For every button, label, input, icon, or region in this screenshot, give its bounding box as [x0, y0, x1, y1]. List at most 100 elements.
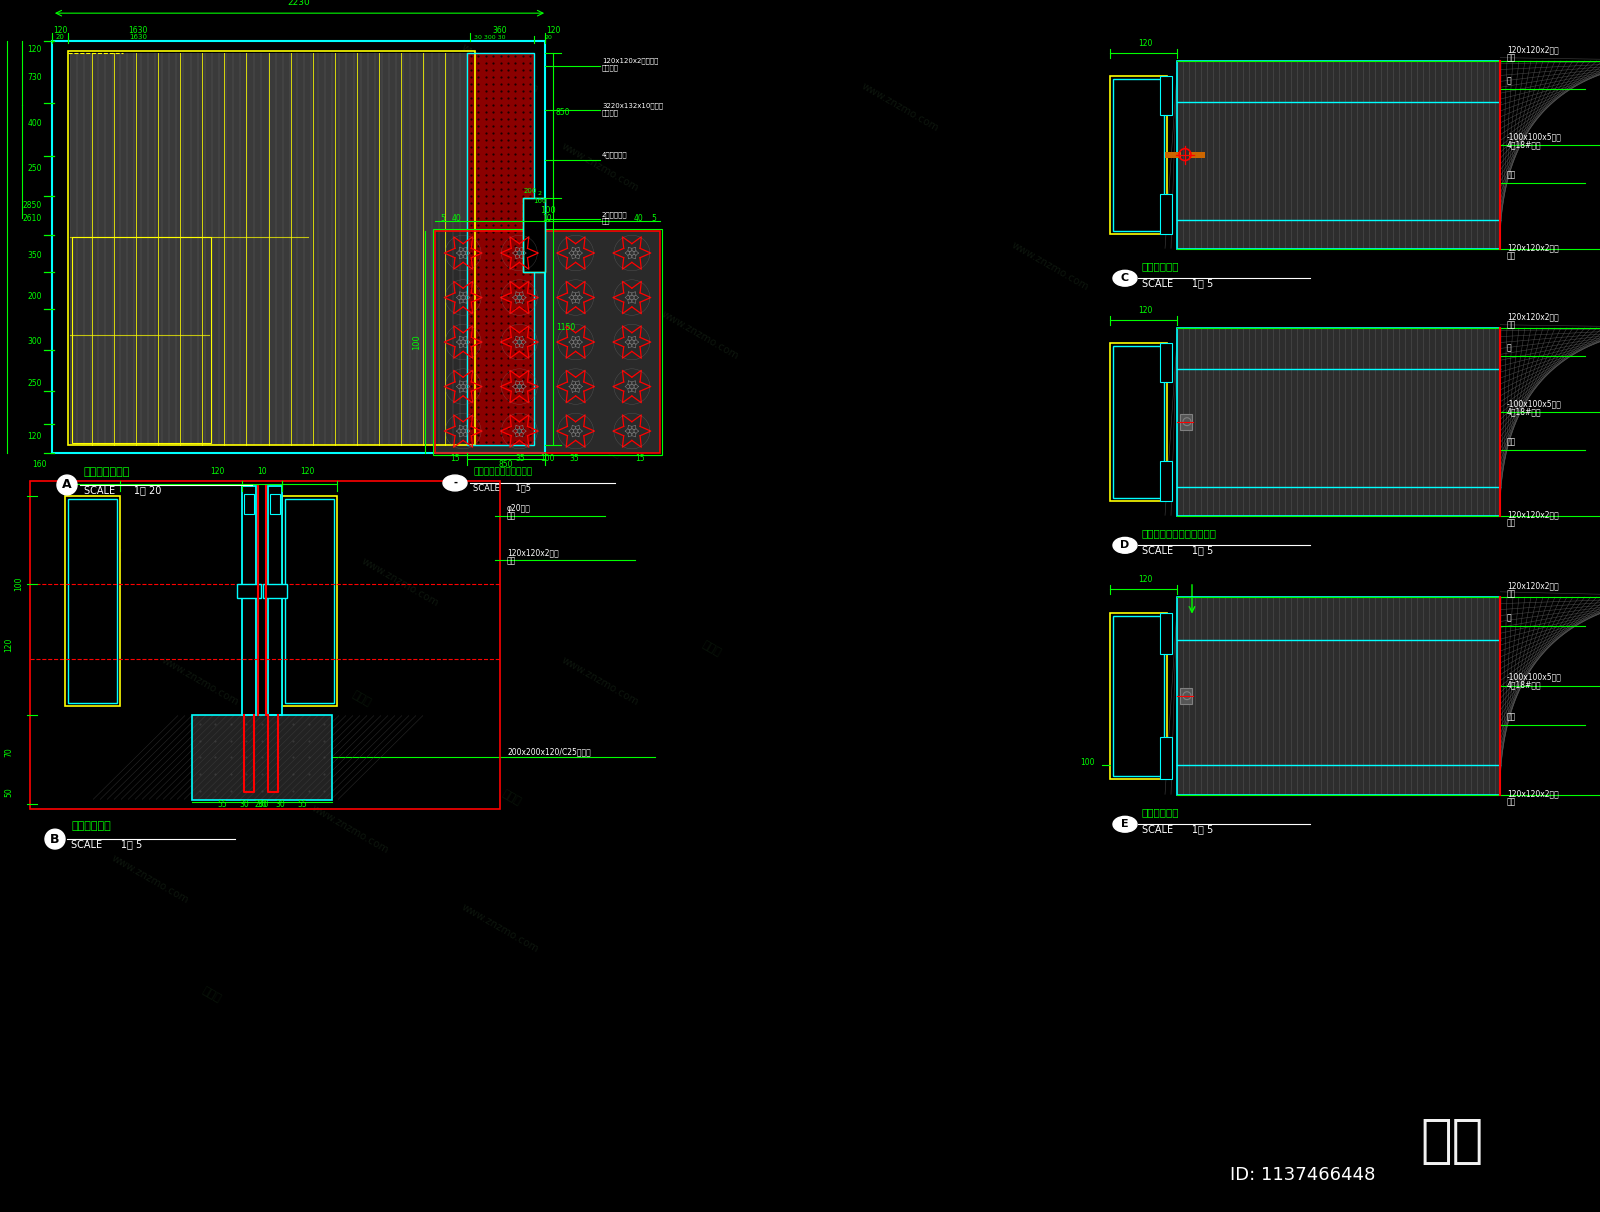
Text: www.znzmo.com: www.znzmo.com: [110, 259, 190, 311]
Text: SCALE      1：5: SCALE 1：5: [474, 482, 531, 492]
Text: 知未网: 知未网: [80, 175, 102, 193]
Text: 40: 40: [453, 213, 462, 223]
Text: 100: 100: [14, 577, 22, 591]
Text: 100: 100: [1080, 758, 1094, 767]
Text: 120x120x2钢板: 120x120x2钢板: [1507, 244, 1558, 252]
Bar: [1160, 737, 1171, 779]
Text: 120: 120: [53, 25, 67, 35]
Circle shape: [573, 296, 578, 299]
Text: ID: 1137466448: ID: 1137466448: [1230, 1166, 1376, 1184]
Bar: [282, 496, 338, 705]
Circle shape: [58, 475, 77, 494]
Text: 门接平剔面图（谷开示意）: 门接平剔面图（谷开示意）: [1142, 528, 1218, 538]
Text: 200x200x120/C25混凝土: 200x200x120/C25混凝土: [507, 747, 590, 756]
Text: 20: 20: [56, 34, 64, 40]
Text: 160: 160: [533, 198, 547, 204]
Text: 35: 35: [570, 454, 579, 463]
Text: 知未网: 知未网: [99, 541, 122, 559]
Text: www.znzmo.com: www.znzmo.com: [859, 81, 941, 133]
Text: SCALE      1： 5: SCALE 1： 5: [70, 839, 142, 850]
Text: 知未网: 知未网: [200, 985, 222, 1005]
Text: 层板顺板: 层板顺板: [602, 64, 619, 72]
Text: 门板: 门板: [1507, 438, 1517, 446]
Text: 120x120x2钢板: 120x120x2钢板: [1507, 46, 1558, 55]
Text: 35: 35: [515, 454, 525, 463]
Text: 知未网: 知未网: [350, 688, 373, 708]
Text: 棚空花纹铝滑模块大样图: 棚空花纹铝滑模块大样图: [474, 467, 533, 476]
Bar: [1178, 61, 1501, 248]
Circle shape: [630, 339, 634, 344]
Text: 基脚大样详图: 基脚大样详图: [70, 822, 110, 831]
Text: 钢板: 钢板: [1507, 321, 1517, 330]
Text: www.znzmo.com: www.znzmo.com: [110, 853, 190, 905]
Text: 5: 5: [440, 213, 445, 223]
Text: 壁: 壁: [1507, 613, 1512, 623]
Bar: [1181, 413, 1192, 429]
Bar: [1160, 194, 1171, 234]
Text: 120: 120: [1138, 305, 1152, 315]
Text: 300: 300: [27, 337, 42, 347]
Text: 层板: 层板: [602, 218, 611, 224]
Bar: [192, 715, 333, 800]
Text: 3220x132x10矩形靶: 3220x132x10矩形靶: [602, 102, 662, 109]
Text: 120x120x2钢板: 120x120x2钢板: [1507, 582, 1558, 590]
Text: www.znzmo.com: www.znzmo.com: [360, 556, 440, 608]
Text: www.znzmo.com: www.znzmo.com: [160, 656, 240, 708]
Text: 200: 200: [254, 800, 269, 810]
Text: 40: 40: [634, 213, 643, 223]
Bar: [523, 198, 546, 271]
Text: 2: 2: [538, 190, 542, 195]
Text: A: A: [62, 479, 72, 492]
Text: 15: 15: [635, 454, 645, 463]
Text: 知未网: 知未网: [259, 393, 282, 411]
Bar: [70, 53, 467, 446]
Text: 钢板: 钢板: [1507, 53, 1517, 63]
Bar: [1114, 345, 1165, 498]
Bar: [1110, 612, 1166, 779]
Text: 120x120x2饶板层板: 120x120x2饶板层板: [602, 58, 658, 64]
Bar: [435, 230, 661, 453]
Text: 120: 120: [27, 45, 42, 53]
Bar: [67, 51, 475, 446]
Text: 120x120x2钢板: 120x120x2钢板: [507, 548, 558, 558]
Bar: [1114, 616, 1165, 776]
Text: 壁: 壁: [1507, 343, 1512, 351]
Text: www.znzmo.com: www.znzmo.com: [659, 309, 741, 361]
Text: 30: 30: [258, 800, 267, 810]
Bar: [192, 715, 333, 800]
Circle shape: [461, 251, 466, 256]
Bar: [467, 53, 534, 446]
Circle shape: [573, 384, 578, 389]
Text: 100: 100: [539, 206, 555, 215]
Text: 2850: 2850: [22, 201, 42, 211]
Text: 850: 850: [557, 108, 571, 118]
Text: www.znzmo.com: www.znzmo.com: [1259, 141, 1341, 193]
Text: -100x100x5角钢: -100x100x5角钢: [1507, 132, 1562, 142]
Text: 1630: 1630: [128, 25, 147, 35]
Text: 钢板: 钢板: [1507, 797, 1517, 806]
Circle shape: [461, 384, 466, 389]
Text: 10: 10: [258, 467, 267, 476]
Text: 400: 400: [27, 119, 42, 127]
Text: 消防闸门放大图: 消防闸门放大图: [83, 467, 130, 478]
Text: 钢板: 钢板: [1507, 519, 1517, 527]
Circle shape: [517, 251, 522, 256]
Text: www.znzmo.com: www.znzmo.com: [1010, 240, 1090, 292]
Bar: [262, 584, 286, 598]
Text: E: E: [1122, 819, 1130, 829]
Text: 4米18#螺钉: 4米18#螺钉: [1507, 681, 1542, 690]
Circle shape: [45, 829, 66, 848]
Text: www.znzmo.com: www.znzmo.com: [560, 141, 640, 193]
Circle shape: [630, 429, 634, 434]
Bar: [243, 493, 254, 514]
Text: SCALE      1： 20: SCALE 1： 20: [83, 485, 162, 494]
Text: SCALE      1： 5: SCALE 1： 5: [1142, 824, 1213, 834]
Bar: [269, 486, 282, 715]
Ellipse shape: [1114, 270, 1138, 286]
Bar: [66, 496, 120, 705]
Bar: [1181, 687, 1192, 704]
Bar: [1160, 612, 1171, 654]
Bar: [1110, 75, 1166, 234]
Bar: [1160, 75, 1171, 115]
Text: 4米座板层板: 4米座板层板: [602, 152, 627, 159]
